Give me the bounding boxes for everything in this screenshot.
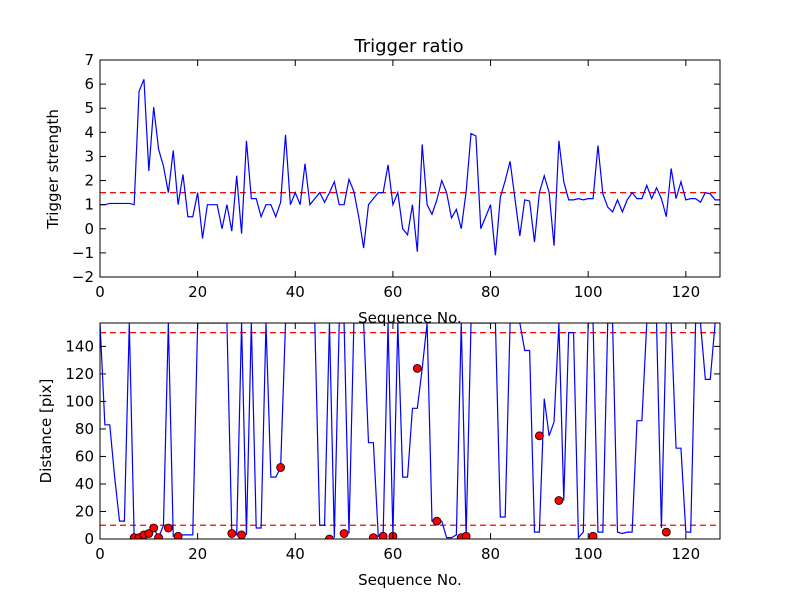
- y-ticks: −2 −1 0 1 2 3 4 5 6 7: [72, 51, 720, 286]
- data-point: [276, 463, 286, 472]
- series-group: [100, 79, 720, 256]
- y-tick-label: 0: [84, 220, 94, 238]
- chart-title: Trigger ratio: [353, 36, 463, 57]
- y-tick-label: 80: [75, 420, 94, 438]
- axes-frame: [99, 322, 721, 540]
- distance-chart: 0 20 40 60 80 100 120 0 20 40 60 80 100 120 140 Seque…: [37, 322, 721, 589]
- y-tick-label: 60: [75, 447, 94, 465]
- series-line: [100, 79, 720, 256]
- x-tick-label: 40: [286, 283, 305, 301]
- x-tick-label: 60: [383, 545, 402, 563]
- x-tick-label: 0: [95, 545, 105, 563]
- x-tick-label: 80: [481, 545, 500, 563]
- x-ticks: 0 20 40 60 80 100 120: [95, 60, 700, 301]
- data-point: [368, 533, 378, 539]
- x-tick-label: 120: [672, 545, 701, 563]
- y-tick-label: 140: [65, 337, 94, 355]
- x-tick-label: 40: [286, 545, 305, 563]
- plot-area: [100, 323, 720, 539]
- x-tick-label: 100: [574, 545, 603, 563]
- trigger-ratio-chart: Trigger ratio 0 20 40 60 80 100 120 −2 −1 0 1 2 3 4 5…: [44, 36, 721, 327]
- y-tick-label: −1: [72, 244, 94, 262]
- series-line: [100, 323, 716, 539]
- y-tick-label: 4: [84, 123, 94, 141]
- plot-area: [100, 79, 720, 256]
- x-tick-label: 100: [574, 283, 603, 301]
- x-axis-label: Sequence No.: [358, 309, 462, 327]
- data-point: [432, 516, 442, 526]
- axes-frame: [99, 59, 721, 278]
- y-axis-label: Distance [pix]: [37, 379, 55, 484]
- data-point: [154, 533, 163, 539]
- x-tick-label: 20: [188, 283, 207, 301]
- y-axis-label: Trigger strength: [44, 109, 62, 230]
- data-point: [149, 523, 159, 533]
- x-axis-label: Sequence No.: [358, 571, 462, 589]
- series-group: [100, 323, 720, 539]
- x-tick-label: 20: [188, 545, 207, 563]
- data-point: [412, 364, 422, 373]
- y-tick-label: 6: [84, 75, 94, 93]
- x-tick-label: 60: [383, 283, 402, 301]
- data-point: [173, 531, 183, 539]
- y-tick-label: 5: [84, 99, 94, 117]
- data-point: [588, 531, 598, 539]
- data-point: [461, 531, 471, 539]
- y-tick-label: 2: [84, 172, 94, 190]
- data-point: [554, 496, 564, 505]
- y-tick-label: 0: [84, 530, 94, 548]
- x-tick-label: 80: [481, 283, 500, 301]
- data-point: [378, 531, 388, 539]
- y-tick-label: 3: [84, 147, 94, 165]
- y-tick-label: 7: [84, 51, 94, 69]
- x-ticks: 0 20 40 60 80 100 120: [95, 323, 700, 563]
- data-point: [227, 529, 237, 538]
- data-point: [163, 523, 173, 533]
- y-tick-label: 40: [75, 475, 94, 493]
- data-point: [661, 527, 671, 537]
- data-point: [325, 534, 334, 539]
- y-tick-label: 120: [65, 365, 94, 383]
- x-tick-label: 0: [95, 283, 105, 301]
- y-tick-label: 1: [84, 196, 94, 214]
- data-point: [237, 530, 246, 539]
- y-tick-label: −2: [72, 268, 94, 286]
- x-tick-label: 120: [672, 283, 701, 301]
- y-ticks: 0 20 40 60 80 100 120 140: [65, 337, 720, 548]
- data-point: [144, 529, 154, 538]
- y-tick-label: 20: [75, 502, 94, 520]
- y-tick-label: 100: [65, 392, 94, 410]
- data-point: [534, 431, 544, 441]
- data-point: [339, 529, 349, 538]
